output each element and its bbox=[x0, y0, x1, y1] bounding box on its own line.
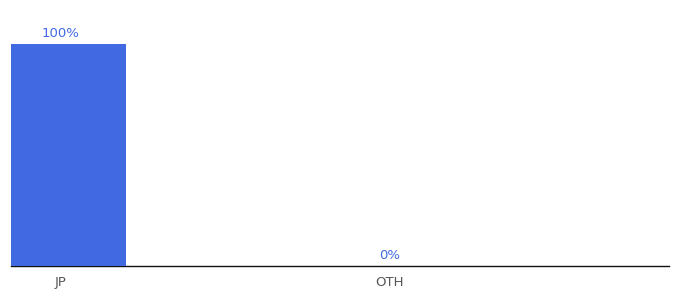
Text: 0%: 0% bbox=[379, 249, 400, 262]
Text: 100%: 100% bbox=[41, 27, 80, 40]
Bar bbox=[0, 44, 126, 266]
